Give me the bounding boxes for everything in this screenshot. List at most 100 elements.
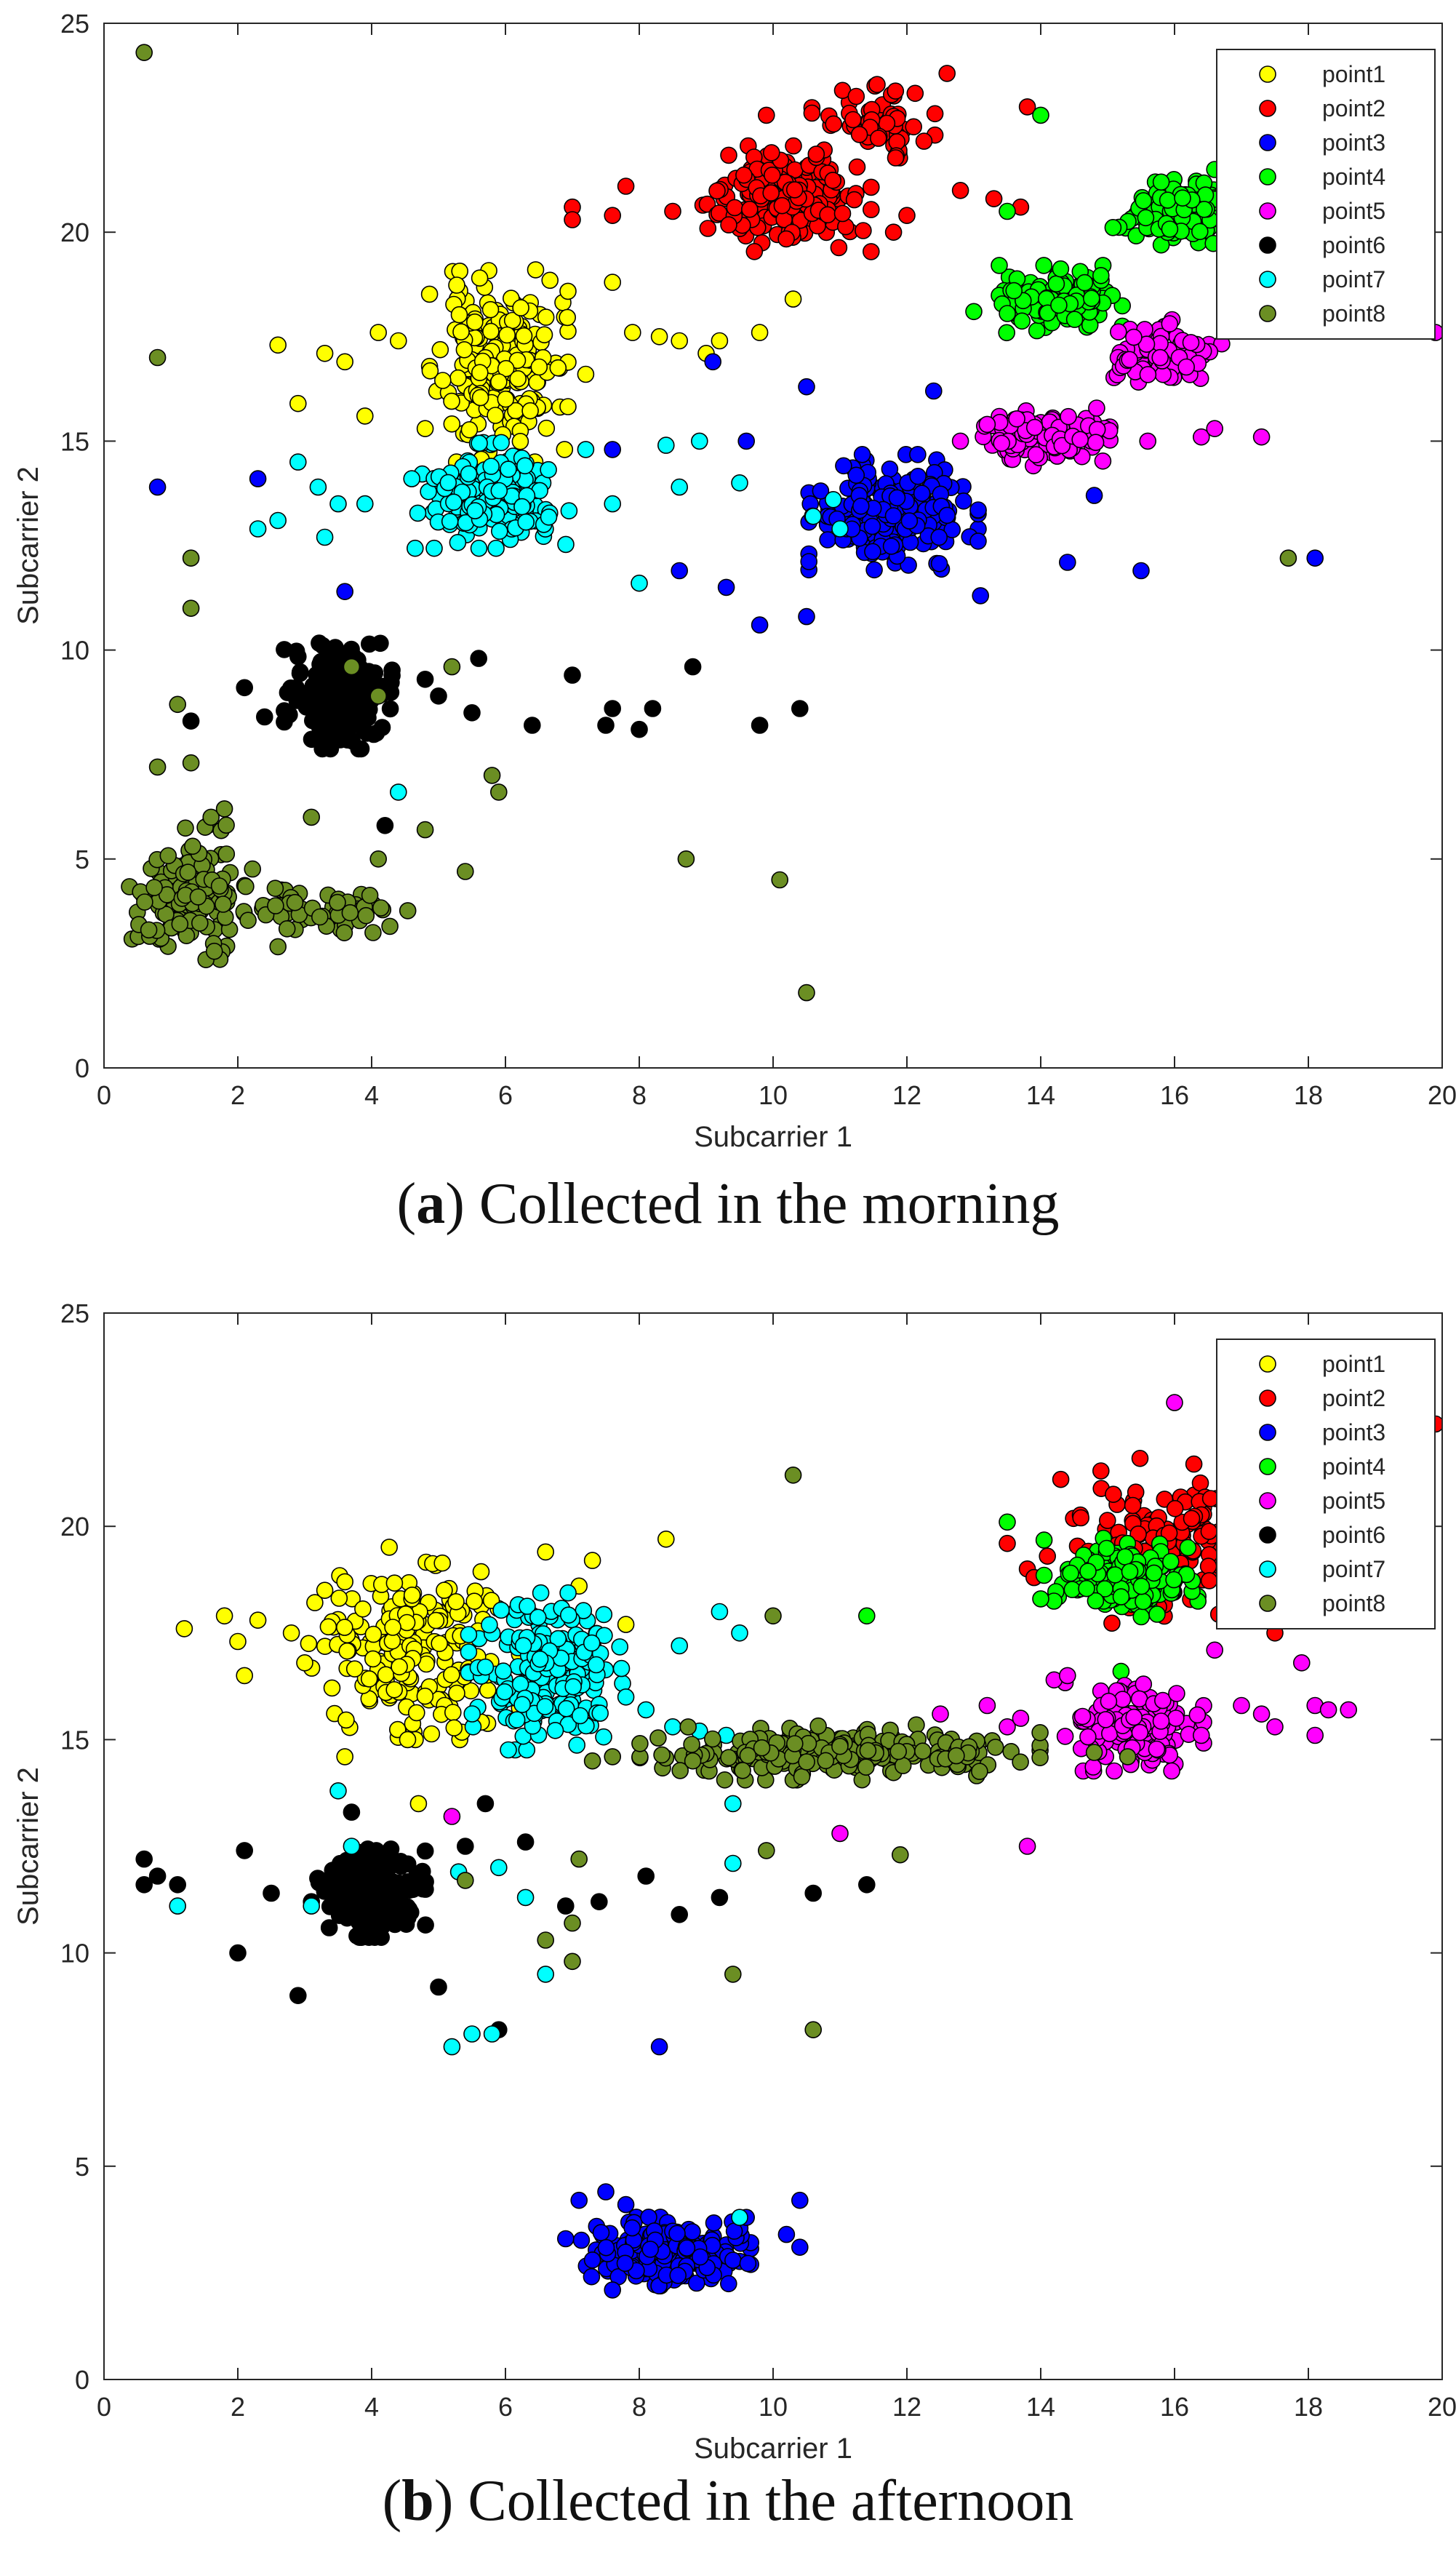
chart-b-point-point6 [263,1884,280,1902]
chart-b-point-point6 [348,1927,366,1944]
chart-b-point-point8 [564,1952,581,1971]
chart-a-point-point2 [708,182,726,200]
chart-b-point-point8 [653,1746,671,1764]
chart-b-point-point7 [611,1638,629,1656]
chart-b-point-point1 [337,1711,355,1729]
chart-b-point-point5 [1306,1726,1324,1744]
chart-b-point-point5 [978,1696,996,1715]
chart-a-point-point8 [182,549,200,567]
chart-a-point-point8 [266,879,284,897]
chart-b-point-point1 [175,1620,193,1637]
chart-b-point-point1 [583,1552,601,1569]
chart-b-point-point7 [492,1601,510,1619]
chart-b-xtick-label: 6 [498,2392,513,2422]
chart-b-series-point4 [858,1513,1207,1680]
chart-a-point-point8 [159,847,177,865]
chart-a-point-point4 [1052,260,1070,278]
chart-b-point-point8 [784,1466,802,1484]
chart-a-legend-marker-point7 [1259,271,1276,288]
chart-a-point-point1 [269,336,287,354]
chart-b-point-point6 [135,1850,153,1868]
chart-b-legend-marker-point1 [1259,1355,1276,1373]
chart-a-point-point3 [148,478,167,496]
chart-a-point-point7 [425,539,443,557]
chart-a-point-point5 [1060,407,1077,426]
chart-b-point-point7 [460,1643,478,1661]
chart-a-point-point3 [800,553,817,570]
chart-b-point-point1 [416,1687,434,1705]
chart-a-point-point2 [617,177,635,195]
chart-a-point-point4 [1174,189,1191,207]
chart-b-point-point6 [417,1916,434,1934]
chart-a-point-point8 [182,599,200,618]
chart-a-point-point1 [784,290,802,308]
chart-a-point-point5 [1071,431,1089,449]
scatter-plot-b: 0 2 4 6 8 10 12 14 16 18 20 0 5 10 15 20 25 Subcarrier 1 S… [12,1299,1456,2461]
chart-a-point-point7 [470,539,488,557]
chart-b-point-point7 [724,1854,742,1872]
chart-a-point-point6 [684,658,702,676]
chart-a-points [121,44,1442,1002]
chart-a-point-point2 [926,105,944,123]
chart-b-point-point8 [1012,1753,1029,1771]
chart-a-point-point6 [751,717,769,734]
chart-a-point-point1 [541,271,559,290]
chart-b-point-point8 [971,1763,988,1780]
chart-b-point-point3 [669,2267,687,2284]
chart-b-point-point3 [719,2275,737,2293]
chart-b-point-point8 [793,1768,811,1786]
chart-b-point-point6 [399,1909,417,1926]
chart-a-point-point7 [403,470,421,487]
chart-a-point-point8 [372,899,390,917]
chart-a-point-point2 [915,132,933,150]
chart-b-series-point3 [556,2038,809,2299]
chart-a-point-point6 [236,679,254,697]
chart-b-point-point6 [229,1944,247,1962]
chart-b-legend-marker-point4 [1259,1458,1276,1475]
chart-b-point-point3 [617,2195,635,2214]
chart-a-point-point2 [824,172,841,189]
chart-b-point-point1 [316,1581,334,1600]
chart-a-point-point2 [773,196,791,215]
chart-a-point-point3 [881,460,899,478]
chart-a-point-point6 [523,717,541,734]
chart-a-point-point3 [717,578,735,597]
chart-a-point-point1 [481,300,500,319]
chart-a-point-point8 [329,893,346,911]
chart-a-point-point3 [882,538,900,555]
figure-b: 0 2 4 6 8 10 12 14 16 18 20 0 5 10 15 20 25 Subcarrier 1 S… [0,1282,1456,2565]
chart-b-legend-label-point3: point3 [1322,1419,1385,1445]
chart-a-point-point1 [465,313,484,331]
chart-b-point-point1 [398,1613,416,1632]
chart-a-point-point6 [302,698,319,716]
chart-a-point-point2 [951,181,969,199]
chart-a-point-point8 [335,924,353,941]
chart-b-point-point7 [513,1696,531,1714]
caption-a-letter: a [416,1172,446,1236]
chart-a-point-point7 [540,508,558,526]
chart-a-point-point8 [184,837,201,855]
chart-b-legend-label-point1: point1 [1322,1351,1385,1377]
chart-a-point-point8 [364,924,382,941]
chart-b-point-point5 [1266,1718,1284,1736]
chart-b-point-point1 [336,1748,354,1766]
chart-a-point-point5 [1177,358,1195,376]
chart-a-point-point2 [745,242,764,260]
chart-a-point-point1 [521,402,539,420]
chart-a-point-point3 [930,554,948,573]
chart-a-point-point6 [791,700,809,717]
chart-b-point-point1 [229,1632,247,1651]
chart-b-point-point7 [617,1688,635,1706]
chart-a-point-point6 [360,635,378,653]
chart-a-ytick-label: 20 [60,218,89,247]
chart-a-ytick-label: 5 [75,845,89,874]
chart-b-point-point8 [1085,1744,1103,1761]
chart-b-point-point6 [364,1914,382,1932]
chart-b-point-point1 [282,1624,300,1642]
chart-a-point-point5 [1125,328,1143,346]
chart-b-point-point6 [372,1928,391,1947]
chart-a-point-point3 [863,517,881,535]
chart-b-point-point3 [777,2225,796,2243]
chart-b-point-point6 [476,1795,495,1813]
chart-b-point-point1 [336,1573,354,1591]
